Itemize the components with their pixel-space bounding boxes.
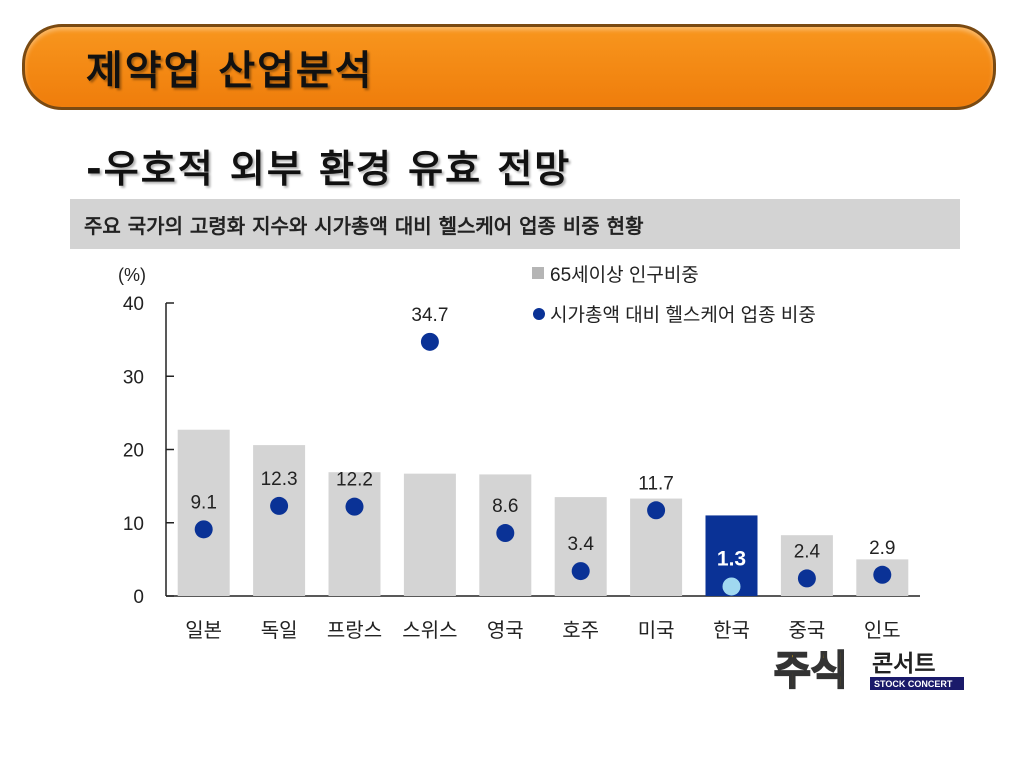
dots-group: 9.1 12.3 12.2 34.7 8.6 3.4 11.7 1.3 2.4 2.9 [190, 305, 896, 596]
bars-group [177, 429, 909, 596]
logo-main-text: 주식 [774, 648, 848, 692]
data-point [420, 332, 439, 351]
y-tick-label: 0 [133, 587, 144, 608]
y-unit-label: (%) [118, 265, 146, 285]
legend-bar-label: 65세이상 인구비중 [550, 264, 699, 286]
data-label: 11.7 [638, 473, 674, 494]
data-point [194, 520, 213, 539]
y-tick-label: 40 [123, 294, 144, 315]
legend-dot-label: 시가총액 대비 헬스케어 업종 비중 [550, 304, 816, 326]
x-axis-labels: 일본 독일 프랑스 스위스 영국 호주 미국 한국 중국 인도 [185, 618, 900, 642]
y-axis: 0 10 20 30 40 [123, 294, 920, 608]
data-point [270, 496, 289, 515]
stock-concert-logo: 주식 콘서트 STOCK CONCERT [772, 644, 966, 695]
legend-dot-swatch [533, 308, 545, 320]
logo-sub-text: 콘서트 [872, 651, 935, 677]
data-point [647, 501, 666, 520]
x-tick-label: 한국 [713, 618, 750, 642]
data-label: 9.1 [190, 492, 216, 513]
x-tick-label: 호주 [562, 618, 599, 642]
bar [253, 445, 306, 596]
bar [403, 473, 456, 596]
y-tick-label: 20 [123, 441, 144, 462]
y-tick-label: 30 [123, 367, 144, 388]
x-tick-label: 스위스 [402, 618, 457, 642]
x-tick-label: 영국 [487, 618, 524, 642]
legend-bar-swatch [532, 267, 544, 279]
data-label: 34.7 [411, 305, 448, 326]
data-point [797, 569, 816, 588]
page-subtitle: -우호적 외부 환경 유효 전망 [86, 147, 572, 191]
page-title: 제약업 산업분석 [86, 48, 374, 94]
data-point [496, 524, 515, 543]
data-point [571, 562, 590, 581]
bar [177, 429, 230, 596]
data-label: 1.3 [717, 547, 746, 570]
x-tick-label: 중국 [788, 618, 825, 642]
chart-header-text: 주요 국가의 고령화 지수와 시가총액 대비 헬스케어 업종 비중 현황 [84, 214, 644, 238]
data-label: 12.3 [261, 469, 298, 490]
x-tick-label: 독일 [261, 618, 298, 642]
data-point [722, 577, 741, 596]
logo-graphic: 주식 콘서트 STOCK CONCERT [773, 647, 964, 695]
data-label: 2.9 [869, 538, 895, 559]
chart-header: 주요 국가의 고령화 지수와 시가총액 대비 헬스케어 업종 비중 현황 [70, 199, 960, 249]
x-tick-label: 일본 [185, 618, 222, 642]
title-banner [22, 24, 996, 110]
x-tick-label: 인도 [864, 618, 901, 642]
logo-tagline: STOCK CONCERT [874, 679, 953, 689]
data-point [345, 497, 364, 516]
data-label: 12.2 [336, 470, 373, 491]
data-label: 8.6 [492, 496, 518, 517]
x-tick-label: 미국 [638, 618, 675, 642]
y-tick-label: 10 [123, 514, 144, 535]
data-label: 2.4 [794, 541, 821, 562]
data-point [873, 565, 892, 584]
bar [328, 472, 381, 596]
legend: 65세이상 인구비중 시가총액 대비 헬스케어 업종 비중 [532, 264, 816, 326]
data-label: 3.4 [567, 534, 594, 555]
x-tick-label: 프랑스 [327, 618, 382, 642]
